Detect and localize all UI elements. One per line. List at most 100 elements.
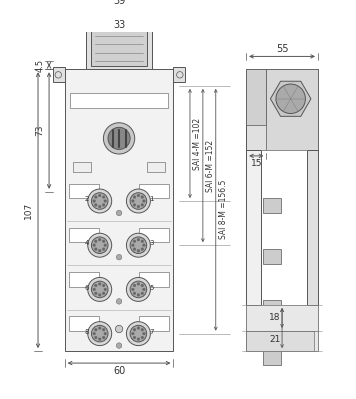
Bar <box>139 228 169 243</box>
Bar <box>139 272 169 286</box>
Circle shape <box>93 244 95 247</box>
Circle shape <box>137 205 140 208</box>
Circle shape <box>276 84 305 114</box>
Text: 6: 6 <box>85 284 89 290</box>
Circle shape <box>98 205 101 208</box>
Bar <box>263 350 281 365</box>
Circle shape <box>133 284 136 287</box>
Circle shape <box>102 196 105 198</box>
Text: 15: 15 <box>251 159 262 168</box>
Bar <box>246 331 314 351</box>
Bar <box>266 69 318 150</box>
Text: 8: 8 <box>85 329 89 335</box>
Circle shape <box>116 343 122 348</box>
Circle shape <box>116 298 122 304</box>
Circle shape <box>102 284 105 287</box>
Circle shape <box>102 328 105 331</box>
Circle shape <box>131 244 134 247</box>
Text: 3: 3 <box>149 240 153 246</box>
Circle shape <box>141 240 144 243</box>
Text: 107: 107 <box>25 201 33 219</box>
Circle shape <box>93 288 95 291</box>
Circle shape <box>137 338 140 340</box>
Polygon shape <box>271 81 311 117</box>
Text: 4.5: 4.5 <box>36 59 44 72</box>
Circle shape <box>88 277 112 301</box>
Circle shape <box>98 249 101 252</box>
Circle shape <box>115 325 123 333</box>
Circle shape <box>141 284 144 287</box>
Bar <box>307 150 318 305</box>
Circle shape <box>94 196 97 198</box>
Circle shape <box>142 200 145 202</box>
Circle shape <box>137 294 140 296</box>
Circle shape <box>93 332 95 335</box>
Circle shape <box>133 196 136 198</box>
Circle shape <box>91 237 108 253</box>
Circle shape <box>102 203 105 206</box>
Bar <box>91 25 147 65</box>
Bar <box>263 300 281 314</box>
Circle shape <box>137 327 140 330</box>
Text: 5: 5 <box>149 284 153 290</box>
Circle shape <box>91 281 108 298</box>
Text: 39: 39 <box>113 0 125 6</box>
Circle shape <box>126 322 150 346</box>
Circle shape <box>91 325 108 342</box>
Bar <box>246 150 261 305</box>
Circle shape <box>93 200 95 202</box>
Text: 18: 18 <box>269 314 281 322</box>
Circle shape <box>104 244 107 247</box>
Circle shape <box>137 249 140 252</box>
Circle shape <box>126 233 150 257</box>
Text: 33: 33 <box>113 20 125 30</box>
Circle shape <box>104 332 107 335</box>
Circle shape <box>141 203 144 206</box>
Circle shape <box>130 281 147 298</box>
Text: 21: 21 <box>269 335 281 344</box>
Circle shape <box>88 189 112 213</box>
Circle shape <box>142 288 145 291</box>
Circle shape <box>102 248 105 251</box>
Circle shape <box>102 240 105 243</box>
Circle shape <box>108 127 130 150</box>
Bar <box>69 184 99 198</box>
Circle shape <box>126 277 150 301</box>
Circle shape <box>102 336 105 339</box>
Circle shape <box>141 196 144 198</box>
Circle shape <box>141 248 144 251</box>
Bar <box>139 316 169 331</box>
Circle shape <box>131 288 134 291</box>
Text: 4: 4 <box>85 240 89 246</box>
Circle shape <box>142 332 145 335</box>
Circle shape <box>104 200 107 202</box>
Circle shape <box>94 336 97 339</box>
Bar <box>69 316 99 331</box>
Circle shape <box>104 288 107 291</box>
Circle shape <box>133 292 136 295</box>
Text: 1: 1 <box>149 196 153 202</box>
Circle shape <box>130 193 147 209</box>
Circle shape <box>131 200 134 202</box>
Circle shape <box>94 203 97 206</box>
Circle shape <box>98 327 101 330</box>
Circle shape <box>98 282 101 285</box>
Bar <box>139 184 169 198</box>
Bar <box>53 67 65 82</box>
Bar <box>147 162 165 172</box>
Circle shape <box>98 294 101 296</box>
Text: 2: 2 <box>85 196 89 202</box>
Circle shape <box>130 325 147 342</box>
Circle shape <box>94 284 97 287</box>
Circle shape <box>102 292 105 295</box>
Text: 60: 60 <box>113 366 125 376</box>
Circle shape <box>94 248 97 251</box>
Text: SAI 6-M =152: SAI 6-M =152 <box>206 140 215 192</box>
Text: SAI 8-M =156.5: SAI 8-M =156.5 <box>219 180 227 239</box>
Bar <box>65 69 173 351</box>
Circle shape <box>88 233 112 257</box>
Circle shape <box>141 292 144 295</box>
Text: 73: 73 <box>36 125 44 136</box>
Bar <box>263 198 281 213</box>
Bar <box>246 69 318 150</box>
